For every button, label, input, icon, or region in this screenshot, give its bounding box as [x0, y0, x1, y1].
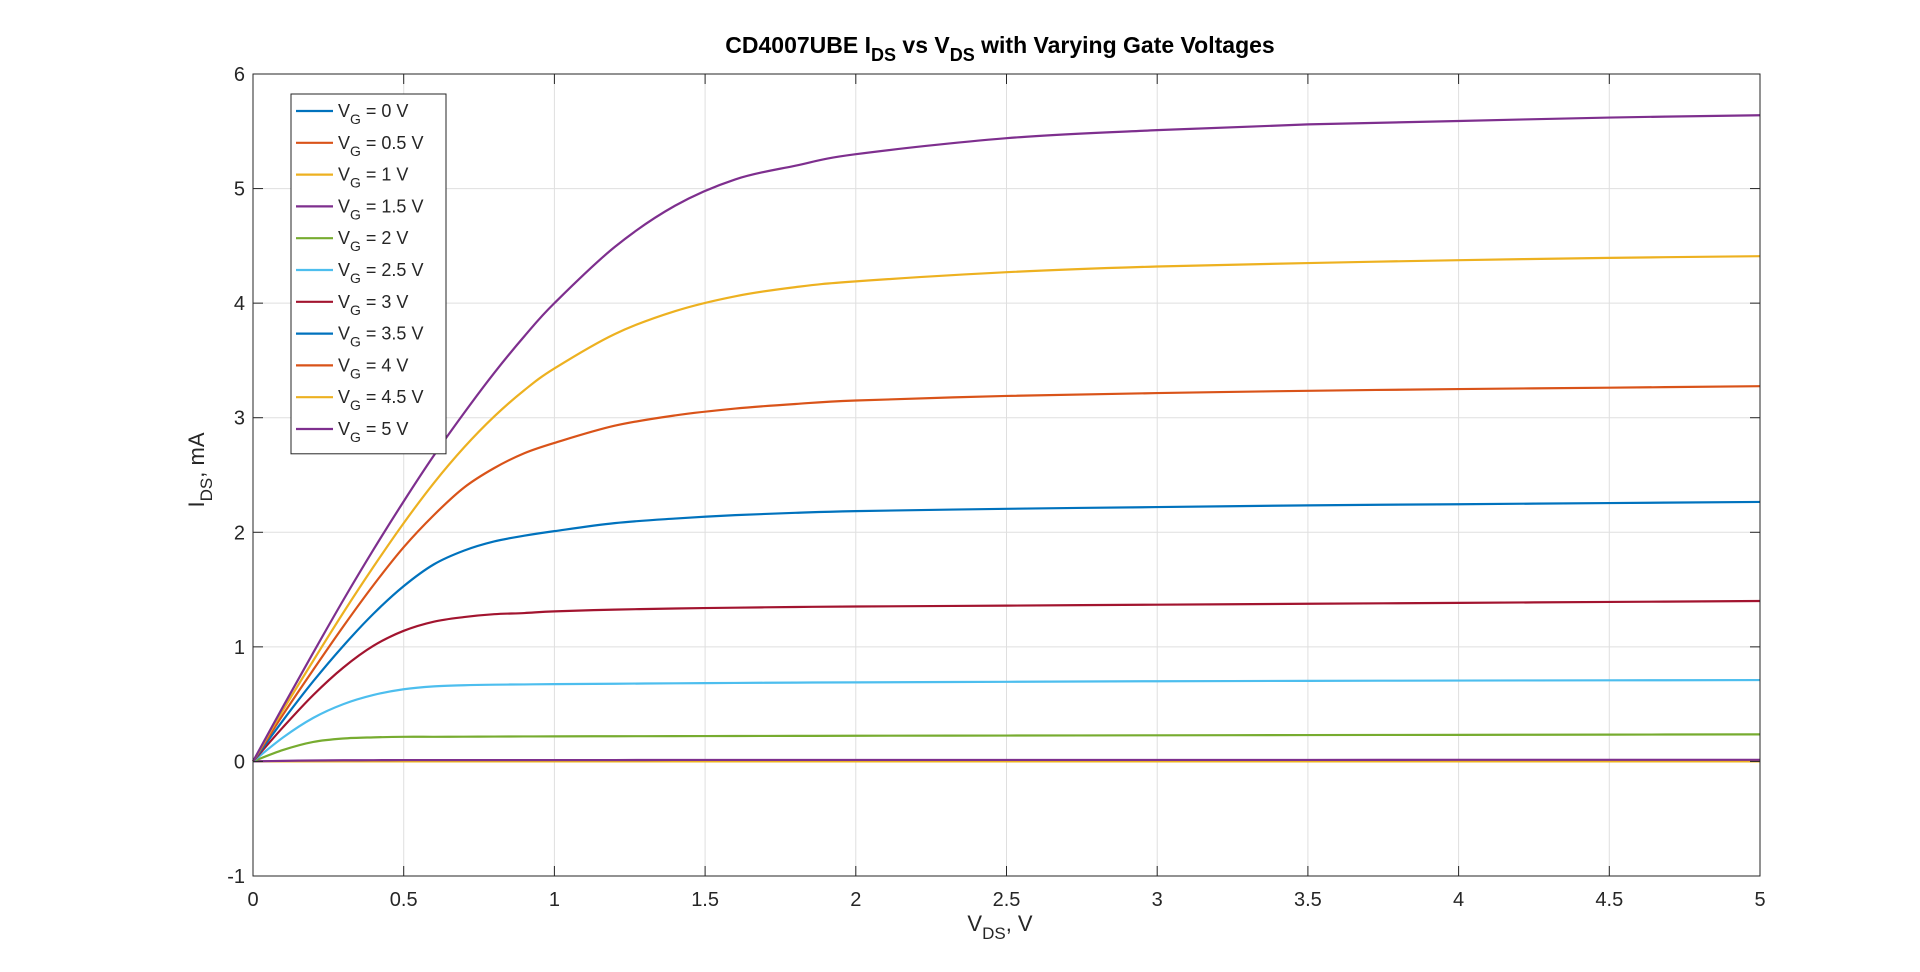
series-line-4	[252, 733, 1761, 763]
y-tick-label: 6	[234, 64, 245, 86]
series-line-3	[252, 758, 1760, 763]
legend-entry-tail: = 0 V	[361, 101, 409, 121]
chart-title-part-1: CD4007UBE I	[725, 32, 871, 58]
x-tick-label: 0.5	[390, 889, 418, 911]
legend-entry-sub: G	[350, 334, 361, 350]
legend-entry-main: V	[338, 387, 350, 407]
legend-entry: VG = 0 V	[338, 101, 408, 127]
x-tick-label: 4.5	[1595, 889, 1623, 911]
legend-entry-sub: G	[350, 206, 361, 222]
legend-entry-main: V	[338, 228, 350, 248]
legend-entry-main: V	[338, 324, 350, 344]
legend-entry-tail: = 1 V	[361, 165, 409, 185]
legend-entry-tail: = 0.5 V	[361, 133, 424, 153]
x-axis-label-main: V	[967, 911, 982, 936]
x-axis-label-sub: DS	[982, 924, 1006, 943]
chart-title: CD4007UBE IDS vs VDS with Varying Gate V…	[725, 32, 1274, 65]
legend-entry-main: V	[338, 419, 350, 439]
x-tick-label: 1	[549, 889, 560, 911]
legend-entry-sub: G	[350, 397, 361, 413]
series-line-7	[252, 500, 1761, 763]
legend-entry: VG = 2.5 V	[338, 260, 423, 286]
legend-entry-tail: = 4.5 V	[361, 387, 424, 407]
legend-entry: VG = 4 V	[338, 355, 408, 381]
legend-entry: VG = 3 V	[338, 292, 408, 318]
legend-entry-sub: G	[350, 302, 361, 318]
legend-entry-main: V	[338, 196, 350, 216]
x-tick-label: 3.5	[1294, 889, 1322, 911]
chart-title-sub-2: DS	[950, 45, 975, 65]
legend-entry: VG = 5 V	[338, 419, 408, 445]
y-tick-label: 0	[234, 751, 245, 773]
legend-entry-sub: G	[350, 270, 361, 286]
chart-title-sub-1: DS	[871, 45, 896, 65]
legend-entry-main: V	[338, 355, 350, 375]
x-tick-label: 1.5	[691, 889, 719, 911]
legend-entry-sub: G	[350, 111, 361, 127]
y-tick-label: 5	[234, 179, 245, 201]
legend-entry-sub: G	[350, 429, 361, 445]
y-tick-label: 1	[234, 637, 245, 659]
legend-entry: VG = 2 V	[338, 228, 408, 254]
series-line-9	[252, 255, 1761, 762]
chart-title-part-2: vs V	[896, 32, 950, 58]
x-tick-label: 4	[1453, 889, 1464, 911]
legend-entry-main: V	[338, 101, 350, 121]
legend-entry: VG = 0.5 V	[338, 133, 423, 159]
y-tick-label: 2	[234, 522, 245, 544]
legend-entry-main: V	[338, 292, 350, 312]
data-series	[252, 114, 1761, 763]
x-axis-label: VDS, V	[967, 911, 1033, 943]
y-axis-label: IDS, mA	[184, 432, 216, 507]
legend-entry-tail: = 3.5 V	[361, 324, 424, 344]
series-line-10	[252, 114, 1761, 762]
legend-entry-sub: G	[350, 238, 361, 254]
chart-title-part-3: with Varying Gate Voltages	[975, 32, 1275, 58]
legend-entry-tail: = 1.5 V	[361, 196, 424, 216]
x-axis-label-tail: , V	[1006, 911, 1033, 936]
y-axis-label-main: I	[184, 501, 209, 507]
x-tick-label: 2.5	[993, 889, 1021, 911]
legend-entry-main: V	[338, 133, 350, 153]
legend-box	[290, 93, 447, 455]
series-line-5	[252, 678, 1761, 763]
legend-entry-main: V	[338, 165, 350, 185]
legend-entry: VG = 1 V	[338, 165, 408, 191]
y-tick-label: 3	[234, 408, 245, 430]
legend-entry-tail: = 5 V	[361, 419, 409, 439]
x-tick-label: 5	[1754, 889, 1765, 911]
legend-entry-sub: G	[350, 175, 361, 191]
y-axis-label-sub: DS	[197, 478, 216, 502]
legend-entry: VG = 1.5 V	[338, 196, 423, 222]
legend-entry: VG = 3.5 V	[338, 324, 423, 350]
legend-entry-sub: G	[350, 365, 361, 381]
legend-entry-tail: = 2.5 V	[361, 260, 424, 280]
series-line-8	[252, 385, 1761, 763]
y-tick-label: -1	[227, 866, 245, 888]
legend-entry-tail: = 2 V	[361, 228, 409, 248]
x-tick-label: 0	[247, 889, 258, 911]
series-line-6	[252, 599, 1761, 763]
legend-entry: VG = 4.5 V	[338, 387, 423, 413]
y-tick-label: 4	[234, 293, 245, 315]
x-tick-label: 2	[850, 889, 861, 911]
y-axis-label-tail: , mA	[184, 432, 209, 478]
legend-entry-sub: G	[350, 143, 361, 159]
x-tick-label: 3	[1152, 889, 1163, 911]
legend: VG = 0 VVG = 0.5 VVG = 1 VVG = 1.5 VVG =…	[290, 93, 447, 455]
legend-entry-main: V	[338, 260, 350, 280]
legend-entry-tail: = 4 V	[361, 355, 409, 375]
legend-entry-tail: = 3 V	[361, 292, 409, 312]
